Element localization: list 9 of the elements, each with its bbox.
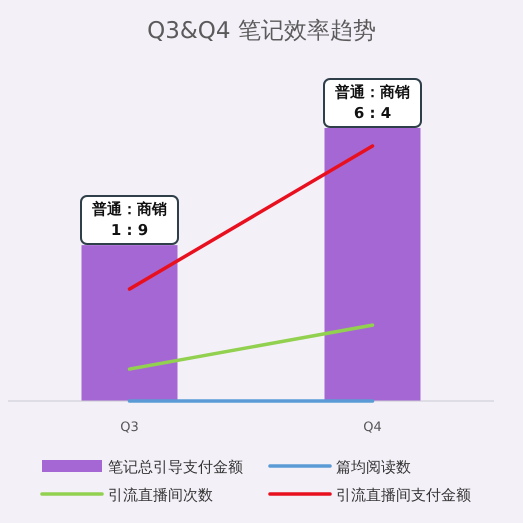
chart-title: Q3&Q4 笔记效率趋势 <box>147 18 376 44</box>
annotation: 普通：商销 1 : 9 <box>80 195 179 246</box>
annotation: 普通：商销 6 : 4 <box>323 78 422 128</box>
legend-label: 引流直播间支付金额 <box>336 486 471 504</box>
x-tick-label: Q3 <box>120 420 139 435</box>
legend-label: 笔记总引导支付金额 <box>108 458 243 476</box>
legend-label: 篇均阅读数 <box>336 458 411 476</box>
x-tick-label: Q4 <box>363 420 382 435</box>
legend-label: 引流直播间次数 <box>108 486 213 504</box>
